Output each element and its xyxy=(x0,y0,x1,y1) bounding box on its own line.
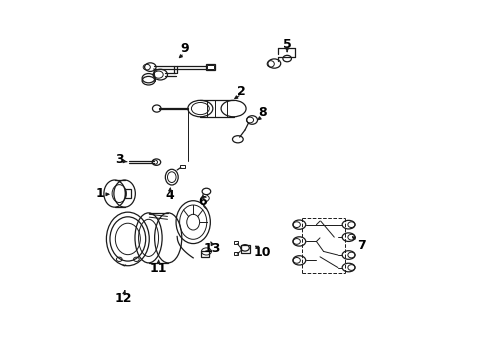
Text: 13: 13 xyxy=(203,242,221,255)
Text: 12: 12 xyxy=(114,292,132,305)
Bar xyxy=(201,251,209,257)
Bar xyxy=(234,241,238,244)
Bar xyxy=(207,65,214,69)
Text: 2: 2 xyxy=(237,85,246,98)
Bar xyxy=(206,64,215,70)
Bar xyxy=(124,189,131,198)
Bar xyxy=(180,165,185,168)
Text: 11: 11 xyxy=(150,262,167,275)
Text: 4: 4 xyxy=(166,189,174,202)
Text: 8: 8 xyxy=(258,106,267,120)
Text: 10: 10 xyxy=(253,246,271,258)
Text: 6: 6 xyxy=(198,195,207,208)
Text: 3: 3 xyxy=(115,153,123,166)
Text: 1: 1 xyxy=(96,187,105,200)
Text: 5: 5 xyxy=(283,38,292,51)
Bar xyxy=(241,246,249,253)
Bar xyxy=(234,252,238,255)
Text: 7: 7 xyxy=(357,239,366,252)
Text: 9: 9 xyxy=(180,42,189,55)
